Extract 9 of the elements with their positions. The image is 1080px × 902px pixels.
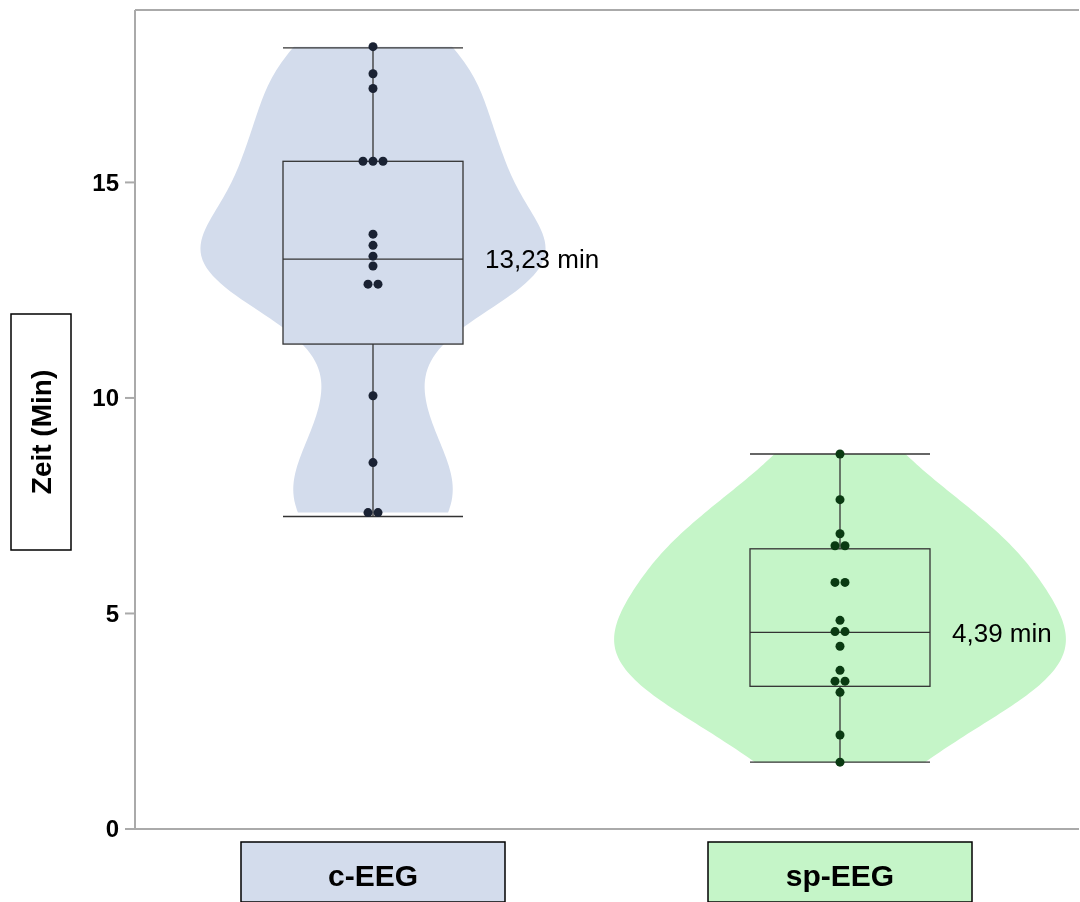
x-tick-label: sp-EEG xyxy=(785,858,895,892)
y-tick-label: 5 xyxy=(105,599,119,627)
annotation: 4,39 min xyxy=(952,617,1052,648)
y-tick-label: 0 xyxy=(105,815,119,843)
y-tick-label: 15 xyxy=(92,168,119,196)
x-tick-label: c-EEG xyxy=(327,858,419,892)
annotation: 13,23 min xyxy=(485,244,600,275)
y-axis-title: Zeit (Min) xyxy=(25,369,57,495)
y-tick-label: 10 xyxy=(92,384,119,412)
